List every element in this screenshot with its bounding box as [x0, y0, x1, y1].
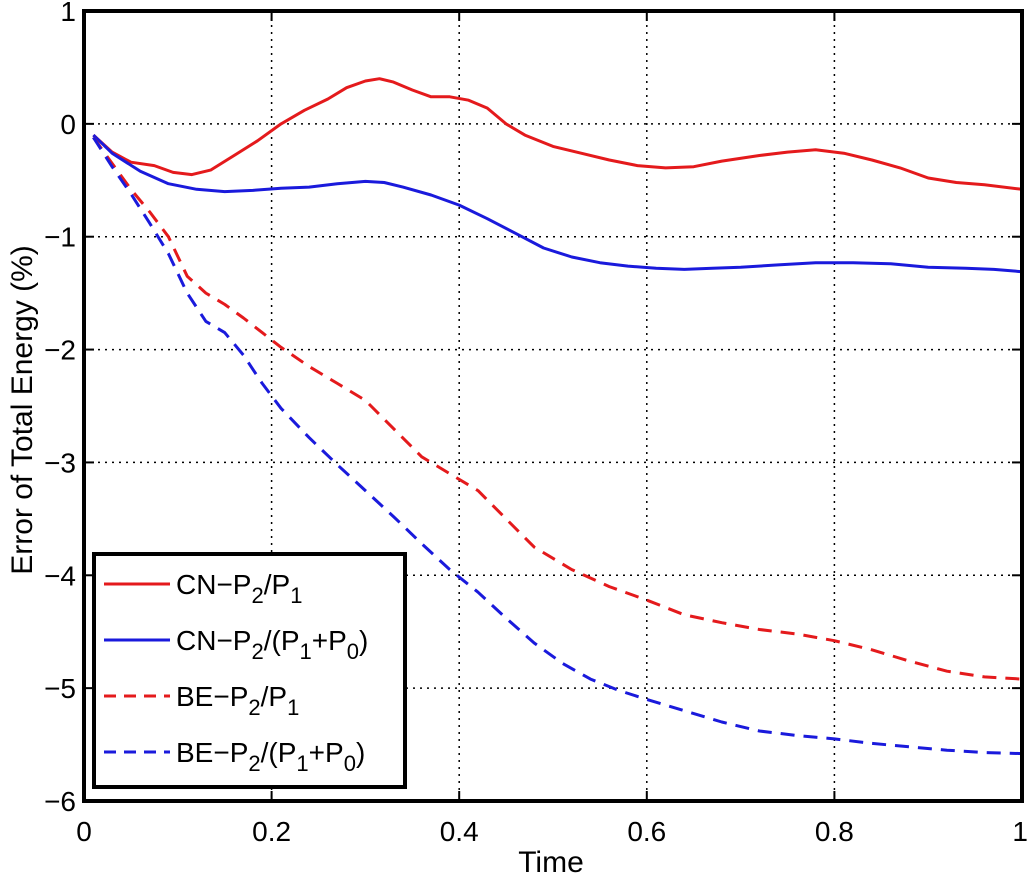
- axes: [82, 9, 1024, 803]
- series-line-2: [92, 134, 1023, 274]
- plot-frame: [82, 9, 1024, 803]
- series-line-4: [92, 136, 1023, 756]
- x-axis-title: Time: [518, 846, 584, 877]
- legend-label-2: CN−P2/(P1+P0): [176, 625, 368, 664]
- y-tick-label: −6: [44, 786, 76, 817]
- x-tick-label: 0: [76, 816, 92, 847]
- legend-box: [92, 552, 407, 789]
- y-tick-label: −3: [44, 447, 76, 478]
- y-tick-label: −5: [44, 673, 76, 704]
- x-tick-label: 0.6: [627, 816, 666, 847]
- series-line-1: [92, 77, 1023, 191]
- x-tick-label: 0.4: [440, 816, 479, 847]
- y-tick-label: 0: [60, 109, 76, 140]
- tick-labels: 0 0.2 0.4 0.6 0.8 1 1 0 −1 −2 −3 −4 −5 −6: [44, 0, 1028, 847]
- x-tick-label: 0.8: [815, 816, 854, 847]
- legend-label-1: CN−P2/P1: [176, 569, 302, 608]
- legend: CN−P2/P1 CN−P2/(P1+P0) BE−P2/P1 BE−P2/(P1+P…: [92, 552, 407, 789]
- series-lines: [92, 77, 1023, 756]
- legend-label-4: BE−P2/(P1+P0): [176, 737, 365, 776]
- y-tick-label: 1: [60, 0, 76, 27]
- y-tick-label: −4: [44, 560, 76, 591]
- y-axis-title: Error of Total Energy (%): [6, 245, 39, 575]
- x-tick-label: 0.2: [252, 816, 291, 847]
- y-tick-label: −2: [44, 335, 76, 366]
- x-tick-label: 1: [1012, 816, 1028, 847]
- legend-label-3: BE−P2/P1: [176, 681, 299, 720]
- y-tick-label: −1: [44, 222, 76, 253]
